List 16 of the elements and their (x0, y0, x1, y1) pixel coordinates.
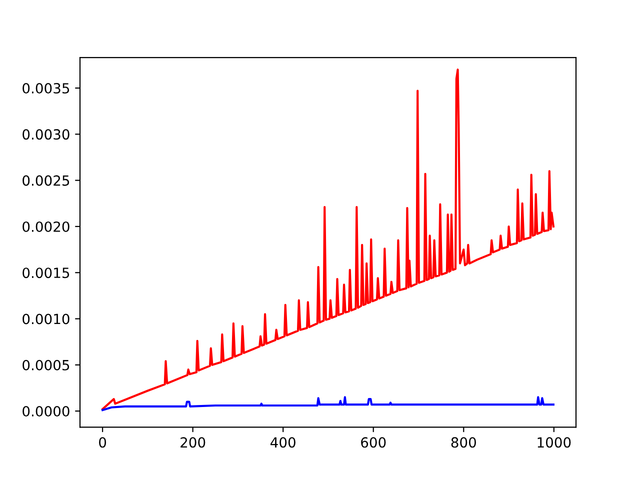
x-tick-label: 600 (361, 437, 386, 448)
y-tick-label: 0.0035 (22, 83, 70, 94)
y-tick-label: 0.0010 (22, 314, 70, 324)
y-tick-label: 0.0020 (22, 221, 70, 232)
line-series (102, 68, 554, 410)
line-series (102, 396, 554, 412)
x-tick-label: 1000 (538, 437, 571, 448)
x-tick-label: 0 (99, 437, 106, 448)
y-tick-label: 0.0005 (22, 360, 70, 370)
y-tick-label: 0.0015 (22, 268, 70, 278)
x-tick-label: 800 (451, 437, 476, 448)
y-tick-label: 0.0025 (22, 175, 70, 186)
y-tick-label: 0.0000 (22, 406, 70, 417)
y-tick-label: 0.0030 (22, 129, 70, 140)
x-tick-label: 400 (270, 437, 296, 448)
x-tick-label: 200 (180, 437, 206, 448)
